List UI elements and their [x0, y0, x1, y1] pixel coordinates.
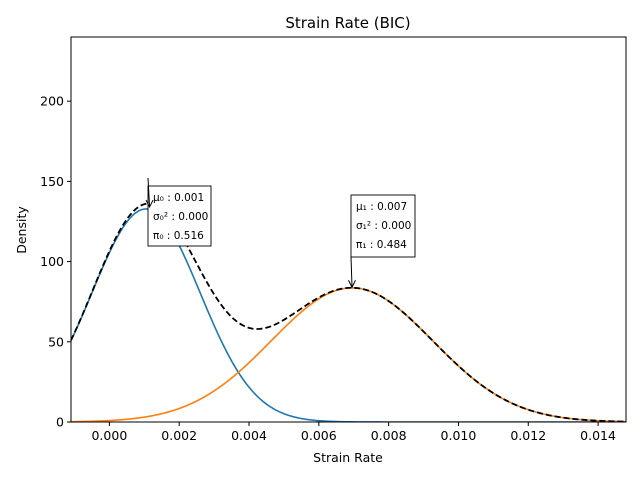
x-axis-label: Strain Rate — [313, 450, 383, 465]
annotation-arrow-line — [350, 256, 353, 287]
plot-area: 0.000 0.002 0.004 0.006 0.008 0.010 0.012 0.014… — [40, 36, 627, 443]
x-tick-label: 0.000 — [91, 428, 127, 443]
x-tick-label: 0.010 — [441, 428, 477, 443]
y-tick-label: 100 — [40, 254, 64, 269]
y-tick-label: 50 — [48, 334, 64, 349]
annotation-text: μ₁ : 0.007 — [356, 201, 407, 213]
annotation-0: μ₀ : 0.001 σ₀² : 0.000 π₀ : 0.516 — [145, 177, 212, 247]
x-tick-label: 0.004 — [231, 428, 267, 443]
annotation-arrow-line — [147, 177, 151, 207]
series-line-2 — [71, 202, 626, 422]
x-tick-label: 0.006 — [301, 428, 337, 443]
y-tick-label: 150 — [40, 174, 64, 189]
annotation-arrow-head — [348, 280, 356, 289]
annotation-box — [147, 185, 212, 247]
annotation-text: σ₁² : 0.000 — [356, 220, 411, 232]
annotation-text: π₀ : 0.516 — [153, 230, 204, 242]
y-axis-label: Density — [14, 206, 29, 254]
annotation-text: σ₀² : 0.000 — [153, 211, 208, 223]
x-tick-label: 0.002 — [161, 428, 197, 443]
x-tick-label: 0.012 — [510, 428, 546, 443]
y-tick-label: 0 — [56, 415, 64, 430]
y-tick-label: 200 — [40, 94, 64, 109]
chart-title: Strain Rate (BIC) — [285, 14, 410, 32]
plot-frame — [70, 36, 627, 423]
annotation-box — [350, 194, 416, 258]
annotation-arrow-head — [145, 199, 154, 209]
annotation-1: μ₁ : 0.007 σ₁² : 0.000 π₁ : 0.484 — [348, 194, 416, 289]
annotation-text: π₁ : 0.484 — [356, 239, 407, 251]
x-tick-label: 0.014 — [580, 428, 616, 443]
annotation-text: μ₀ : 0.001 — [153, 192, 204, 204]
x-tick-label: 0.008 — [371, 428, 407, 443]
